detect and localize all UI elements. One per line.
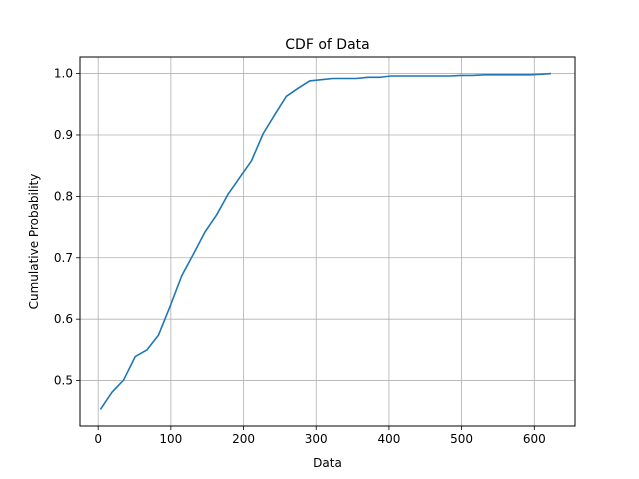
x-axis-label: Data bbox=[313, 456, 342, 470]
y-tick-label: 0.9 bbox=[54, 128, 73, 142]
cdf-series-line bbox=[99, 72, 552, 410]
y-tick-label: 1.0 bbox=[54, 67, 73, 81]
y-tick-label: 0.8 bbox=[54, 189, 73, 203]
x-tick-label: 100 bbox=[159, 432, 182, 446]
plot-line-layer bbox=[99, 72, 552, 410]
x-tick-label: 500 bbox=[450, 432, 473, 446]
x-tick-label: 600 bbox=[523, 432, 546, 446]
y-axis-ticks: 0.5 0.6 0.7 0.8 0.9 1.0 bbox=[54, 67, 80, 388]
x-tick-label: 300 bbox=[305, 432, 328, 446]
y-tick-label: 0.6 bbox=[54, 312, 73, 326]
y-tick-label: 0.7 bbox=[54, 251, 73, 265]
plot-frame bbox=[79, 56, 576, 427]
x-tick-label: 0 bbox=[94, 432, 102, 446]
grid-lines bbox=[80, 57, 575, 426]
x-tick-label: 200 bbox=[232, 432, 255, 446]
chart-title: CDF of Data bbox=[285, 37, 369, 53]
y-axis-label: Cumulative Probability bbox=[27, 174, 41, 310]
x-axis-ticks: 0 100 200 300 400 500 600 bbox=[94, 426, 546, 446]
x-tick-label: 400 bbox=[377, 432, 400, 446]
y-tick-label: 0.5 bbox=[54, 374, 73, 388]
